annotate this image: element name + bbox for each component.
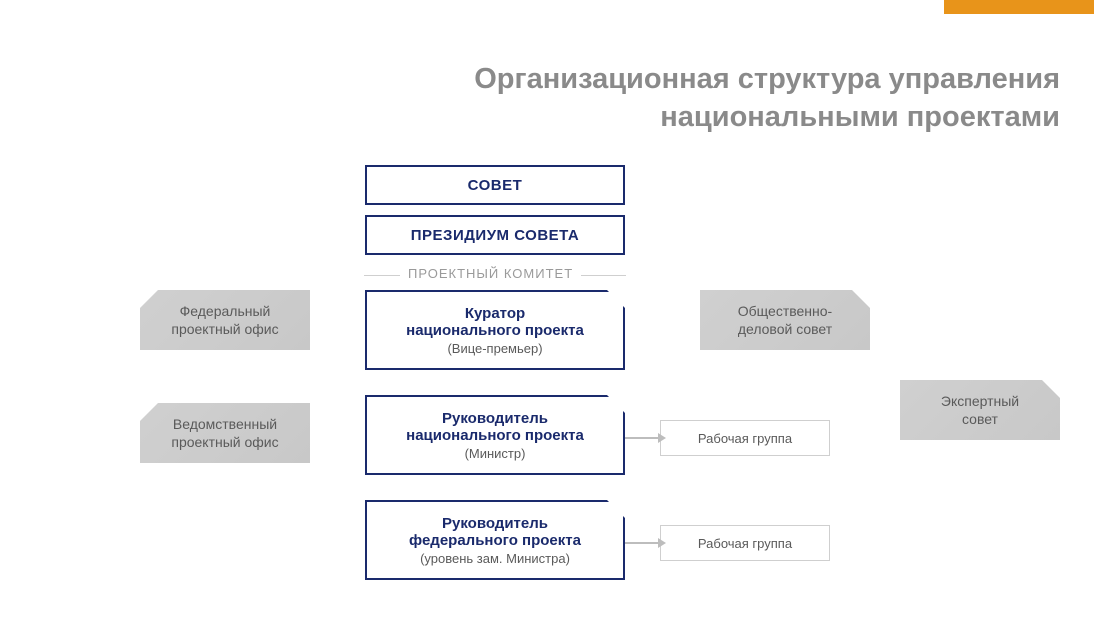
box-vedom-office-line-1: Ведомственный [173,415,277,433]
slide-title: Организационная структура управлениянаци… [240,60,1060,136]
box-vedom-office-line-2: проектный офис [171,433,278,451]
ruk-nat-sub: (Министр) [465,446,526,461]
box-expert-sovet-line-1: Экспертный [941,392,1019,410]
box-rukovoditel-fed: Руководительфедерального проекта (уровень… [365,500,625,580]
title-line-1: Организационная структура управления [240,60,1060,98]
box-rukovoditel-nat: Руководительнационального проекта (Минист… [365,395,625,475]
arrow-rg-1-line [625,437,658,439]
box-rg-2: Рабочая группа [660,525,830,561]
box-sovet: СОВЕТ [365,165,625,205]
box-rg-2-label: Рабочая группа [698,536,792,551]
ruk-nat-l1: Руководитель [442,410,548,427]
curator-sub: (Вице-премьер) [447,341,542,356]
box-obsch-sovet-line-2: деловой совет [738,320,832,338]
box-vedom-office: Ведомственныйпроектный офис [140,403,310,463]
box-obsch-sovet-line-1: Общественно- [738,302,832,320]
box-fed-office-line-1: Федеральный [180,302,271,320]
committee-fieldset-label-text: ПРОЕКТНЫЙ КОМИТЕТ [408,266,573,281]
box-fed-office: Федеральныйпроектный офис [140,290,310,350]
curator-l1: Куратор [465,305,525,322]
box-fed-office-line-2: проектный офис [171,320,278,338]
ruk-nat-l2: национального проекта [406,427,584,444]
box-expert-sovet-line-2: совет [962,410,998,428]
arrow-rg-1-head [658,433,666,443]
ruk-fed-sub: (уровень зам. Министра) [420,551,570,566]
arrow-rg-2-head [658,538,666,548]
box-rg-1-label: Рабочая группа [698,431,792,446]
box-sovet-label: СОВЕТ [468,177,523,194]
arrow-rg-2-line [625,542,658,544]
ruk-fed-l1: Руководитель [442,515,548,532]
box-obsch-sovet: Общественно-деловой совет [700,290,870,350]
title-line-2: национальными проектами [240,98,1060,136]
box-expert-sovet: Экспертныйсовет [900,380,1060,440]
ruk-fed-l2: федерального проекта [409,532,581,549]
box-rg-1: Рабочая группа [660,420,830,456]
curator-l2: национального проекта [406,322,584,339]
box-presidium-label: ПРЕЗИДИУМ СОВЕТА [411,227,579,244]
box-presidium: ПРЕЗИДИУМ СОВЕТА [365,215,625,255]
accent-bar [944,0,1094,14]
committee-fieldset-label: ПРОЕКТНЫЙ КОМИТЕТ [400,266,581,281]
box-curator: Кураторнационального проекта (Вице-премье… [365,290,625,370]
